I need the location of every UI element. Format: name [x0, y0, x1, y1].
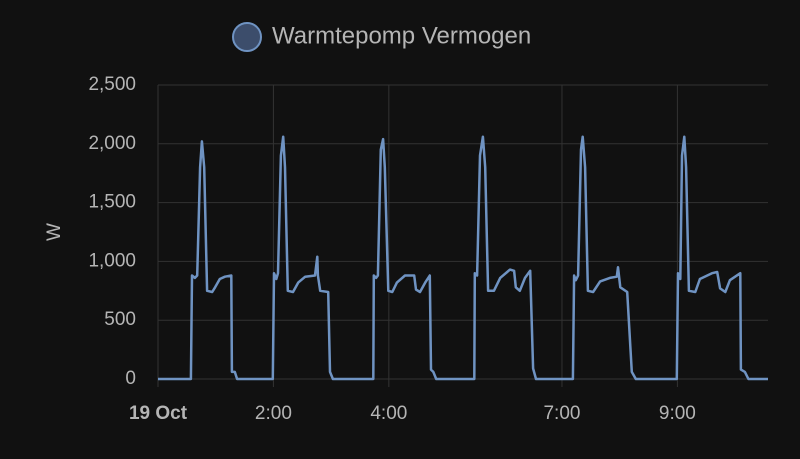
legend-swatch[interactable] — [232, 22, 262, 52]
x-tick-label: 2:00 — [255, 403, 292, 424]
y-tick-label: 2,000 — [88, 133, 136, 154]
x-tick-label: 9:00 — [659, 403, 696, 424]
y-tick-label: 1,500 — [88, 192, 136, 213]
legend-label[interactable]: Warmtepomp Vermogen — [272, 22, 531, 49]
y-axis-label: W — [44, 223, 65, 241]
y-tick-label: 2,500 — [88, 74, 136, 95]
y-tick-label: 500 — [104, 309, 136, 330]
line — [158, 135, 768, 381]
y-tick-label: 1,000 — [88, 250, 136, 271]
x-tick-label: 7:00 — [543, 403, 580, 424]
y-tick-label: 0 — [125, 368, 136, 389]
x-tick-label: 4:00 — [370, 403, 407, 424]
x-tick-label: 19 Oct — [129, 403, 188, 424]
